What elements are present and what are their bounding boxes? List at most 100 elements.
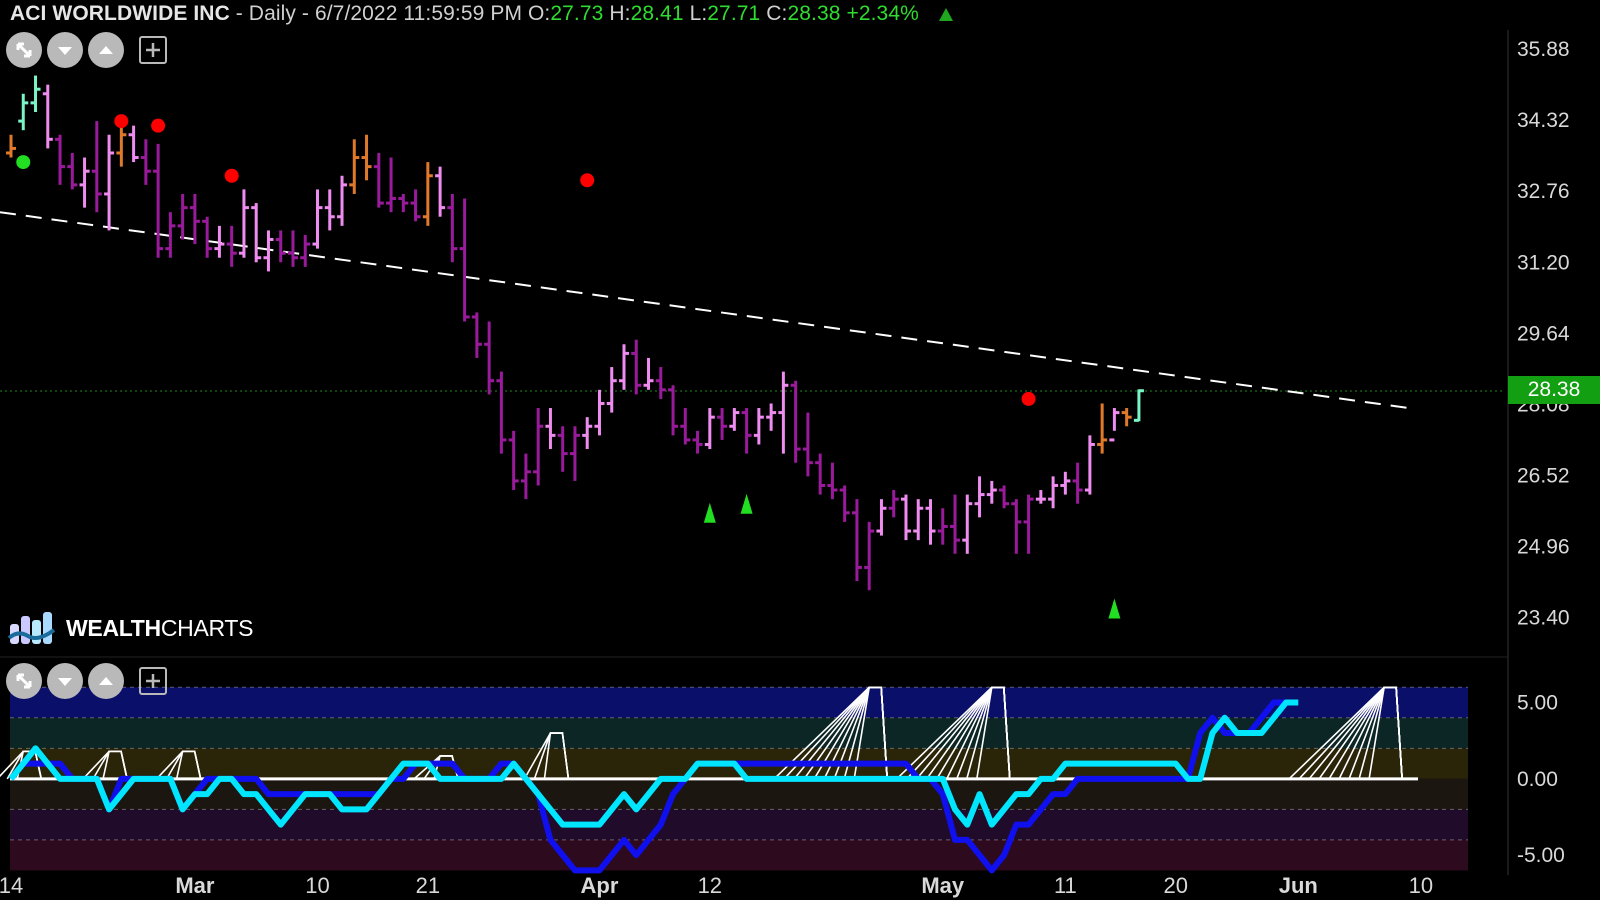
price-bar (214, 225, 225, 258)
price-bar (986, 480, 997, 504)
price-bar (974, 476, 985, 518)
price-bar (704, 408, 715, 450)
price-tick-label: 23.40 (1517, 607, 1570, 630)
price-bar (1060, 471, 1071, 495)
price-bar (373, 152, 384, 208)
cloud-peak-5-8 (853, 686, 888, 779)
price-bar (888, 490, 899, 518)
price-bar (1011, 499, 1022, 554)
price-bar (962, 494, 973, 554)
price-bar (668, 385, 679, 436)
price-bar (631, 339, 642, 395)
high-value: 28.41 (630, 2, 684, 25)
price-bars (6, 75, 1144, 591)
price-bar (116, 121, 127, 167)
price-bar (680, 408, 691, 445)
oscillator-band-5 (10, 839, 1468, 871)
chevron-up-icon (99, 677, 113, 685)
oscillator-band-0 (10, 687, 1468, 718)
price-bar (999, 485, 1010, 509)
logo-text-regular: CHARTS (160, 614, 254, 641)
logo-text-bold: WEALTH (66, 614, 161, 641)
price-bar (925, 499, 936, 545)
plus-icon (146, 43, 160, 57)
price-bar (435, 166, 446, 217)
price-bar (876, 499, 887, 536)
add-indicator-button[interactable] (139, 36, 167, 64)
price-bar (275, 230, 286, 263)
price-bar (459, 198, 470, 322)
move-up-button[interactable] (88, 32, 124, 68)
price-bar (729, 408, 740, 431)
price-bar (422, 162, 433, 226)
move-down-button[interactable] (47, 32, 83, 68)
price-tick-label: 26.52 (1517, 464, 1570, 487)
collapse-button-2[interactable] (6, 663, 42, 699)
price-bar (312, 189, 323, 249)
price-bar (324, 189, 335, 231)
chevron-down-icon (58, 47, 72, 55)
buy-signal-triangle (740, 493, 753, 514)
price-tick-label: 24.96 (1517, 536, 1570, 559)
price-bar (398, 193, 409, 213)
close-value: 28.38 (787, 2, 841, 25)
price-bar (950, 494, 961, 554)
x-tick-label: Mar (175, 873, 215, 898)
price-bar (643, 357, 654, 390)
price-bar (790, 380, 801, 463)
collapse-button[interactable] (6, 32, 42, 68)
price-bar (594, 389, 605, 436)
price-bar (153, 143, 164, 258)
low-label: L: (689, 2, 708, 25)
chart-header: ACI WORLDWIDE INC - Daily - 6/7/2022 11:… (10, 0, 953, 28)
move-up-button-2[interactable] (88, 663, 124, 699)
price-bar (1109, 408, 1120, 442)
oscillator-band-3 (10, 778, 1468, 810)
oscillator-tick-label: -5.00 (1517, 844, 1565, 867)
price-tick-label: 34.32 (1517, 109, 1570, 132)
price-bar (937, 508, 948, 545)
price-bar (287, 230, 298, 267)
price-bar (1035, 490, 1046, 504)
price-bar (851, 499, 862, 582)
price-bar (189, 193, 200, 245)
x-tick-label: 21 (416, 873, 440, 898)
price-bar (1084, 435, 1095, 495)
price-bar (802, 412, 813, 477)
price-bar (177, 193, 188, 240)
sell-signal-dot (114, 114, 129, 129)
sell-signal-dot (224, 168, 239, 183)
price-bar (864, 521, 875, 591)
oscillator-tick-label: 5.00 (1517, 692, 1558, 715)
open-value: 27.73 (550, 2, 604, 25)
price-bar (827, 462, 838, 500)
price-bar (42, 84, 53, 149)
x-tick-label: 10 (305, 873, 329, 898)
x-tick-label: Jun (1279, 873, 1318, 898)
move-down-button-2[interactable] (47, 663, 83, 699)
chevron-up-icon (99, 46, 113, 54)
x-tick-label: May (921, 873, 965, 898)
signal-markers (16, 114, 1121, 619)
price-bar (496, 371, 507, 454)
price-bar (18, 93, 29, 131)
oscillator-y-axis: 5.00 0.00 -5.00 (1517, 692, 1565, 868)
buy-signal-triangle (1108, 598, 1121, 619)
price-bar (484, 321, 495, 395)
price-bar (238, 189, 249, 258)
logo-icon (8, 612, 56, 644)
price-bar (619, 344, 629, 390)
price-bar (1023, 494, 1034, 554)
price-bar (30, 75, 41, 112)
price-bar (55, 134, 66, 185)
symbol-name: ACI WORLDWIDE INC (10, 2, 230, 25)
price-bar (165, 212, 176, 258)
price-bar (79, 157, 90, 208)
price-bar (717, 408, 728, 440)
price-bar (1121, 408, 1132, 427)
add-indicator-button-2[interactable] (139, 667, 167, 695)
price-bar (582, 417, 593, 450)
price-bar (569, 426, 580, 481)
up-arrow-icon (938, 8, 953, 21)
